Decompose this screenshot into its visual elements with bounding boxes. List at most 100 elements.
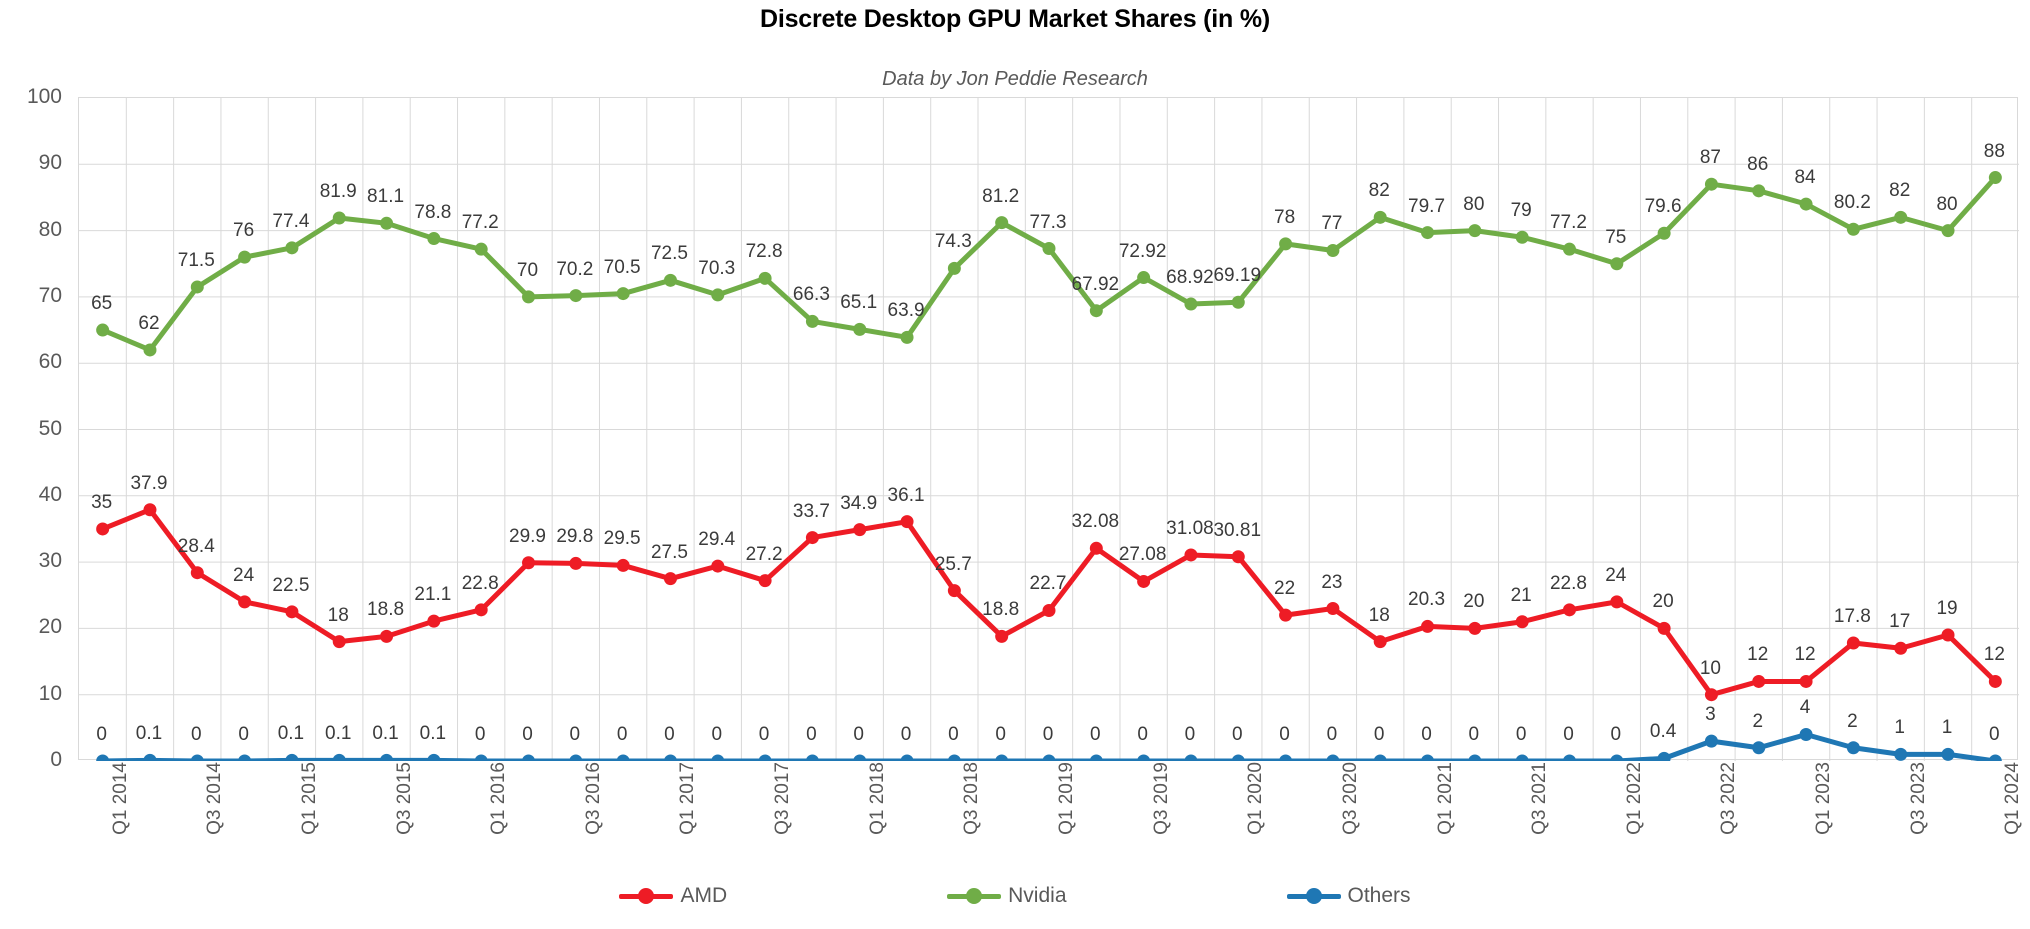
y-axis-tick-label: 30 <box>38 549 62 573</box>
data-point-others <box>1562 754 1576 761</box>
legend-item-others[interactable]: Others <box>1286 884 1411 908</box>
data-point-nvidia <box>853 322 867 336</box>
legend-label: Nvidia <box>1008 884 1067 907</box>
data-point-others <box>96 754 110 761</box>
grid-lines <box>79 98 2019 761</box>
data-point-nvidia <box>1089 304 1103 318</box>
data-point-nvidia <box>1894 210 1908 224</box>
x-axis-tick-label: Q1 2020 <box>1245 762 1267 835</box>
data-point-amd <box>380 629 394 643</box>
data-point-nvidia <box>190 280 204 294</box>
y-axis-tick-label: 100 <box>26 85 62 108</box>
data-point-amd <box>947 584 961 598</box>
data-point-nvidia <box>96 323 110 337</box>
y-axis-tick-label: 60 <box>38 350 62 374</box>
x-axis-tick-label: Q3 2021 <box>1529 762 1551 835</box>
legend-item-amd[interactable]: AMD <box>619 884 727 908</box>
data-point-others <box>1468 754 1482 761</box>
data-point-others <box>1137 754 1151 761</box>
data-point-amd <box>1421 619 1435 633</box>
data-point-others <box>1846 741 1860 755</box>
legend-item-nvidia[interactable]: Nvidia <box>947 884 1067 908</box>
data-point-amd <box>1468 621 1482 635</box>
data-point-nvidia <box>332 211 346 225</box>
data-point-nvidia <box>616 287 630 301</box>
data-point-amd <box>285 605 299 619</box>
data-point-others <box>332 753 346 761</box>
data-point-amd <box>1326 602 1340 616</box>
data-point-nvidia <box>1231 295 1245 309</box>
x-axis-tick-label: Q1 2024 <box>2002 762 2024 835</box>
data-point-nvidia <box>995 216 1009 230</box>
data-point-amd <box>1562 603 1576 617</box>
data-point-others <box>1799 727 1813 741</box>
x-axis-tick-label: Q1 2014 <box>109 762 131 835</box>
data-point-others <box>1326 754 1340 761</box>
data-point-nvidia <box>711 288 725 302</box>
data-point-nvidia <box>380 216 394 230</box>
y-axis-tick-label: 90 <box>38 151 62 175</box>
data-point-others <box>616 754 630 761</box>
data-point-others <box>427 753 441 761</box>
data-point-others <box>853 754 867 761</box>
data-point-others <box>1042 754 1056 761</box>
x-axis-tick-label: Q1 2019 <box>1056 762 1077 835</box>
x-axis-tick-label: Q1 2015 <box>298 762 320 835</box>
data-point-amd <box>1610 595 1624 609</box>
x-axis-tick-label: Q1 2022 <box>1623 762 1645 835</box>
data-point-amd <box>1373 635 1387 649</box>
data-point-others <box>569 754 583 761</box>
data-point-amd <box>1894 641 1908 655</box>
chart-legend: AMD Nvidia Others <box>0 884 2030 908</box>
data-point-nvidia <box>1326 243 1340 257</box>
data-point-others <box>947 754 961 761</box>
data-point-amd <box>238 595 252 609</box>
data-point-nvidia <box>522 290 536 304</box>
data-point-nvidia <box>285 241 299 255</box>
legend-marker-icon <box>947 888 1002 904</box>
data-point-amd <box>1799 674 1813 688</box>
data-point-nvidia <box>1421 226 1435 240</box>
data-point-nvidia <box>1988 171 2002 185</box>
data-point-amd <box>805 531 819 545</box>
data-point-amd <box>96 522 110 536</box>
data-point-amd <box>1184 548 1198 562</box>
data-point-amd <box>853 523 867 537</box>
data-point-nvidia <box>427 232 441 246</box>
data-point-others <box>380 753 394 761</box>
x-axis-tick-label: Q3 2022 <box>1718 762 1740 835</box>
data-point-amd <box>1657 621 1671 635</box>
data-point-nvidia <box>1799 197 1813 211</box>
data-point-nvidia <box>474 242 488 256</box>
chart-subtitle: Data by Jon Peddie Research <box>882 68 1148 90</box>
data-point-nvidia <box>1941 224 1955 238</box>
data-point-nvidia <box>1846 222 1860 236</box>
series-line-amd <box>100 507 1998 698</box>
data-point-others <box>1610 754 1624 761</box>
data-point-others <box>711 754 725 761</box>
x-axis-tick-label: Q1 2018 <box>866 762 888 835</box>
x-axis-tick-label: Q1 2016 <box>488 762 510 835</box>
data-point-others <box>1657 751 1671 761</box>
plot-wrapper: 35 37.9 28.4 24 22.5 18 18.8 21.1 22.8 29.9 29.8 29… <box>78 97 2019 761</box>
data-point-others <box>1373 754 1387 761</box>
data-point-amd <box>1846 636 1860 650</box>
data-point-amd <box>474 603 488 617</box>
x-axis-tick-label: Q3 2016 <box>582 762 604 835</box>
data-point-amd <box>1137 574 1151 588</box>
x-axis-tick-label: Q3 2014 <box>204 762 226 835</box>
data-point-nvidia <box>1373 210 1387 224</box>
data-point-nvidia <box>143 343 157 357</box>
data-point-others <box>663 754 677 761</box>
data-point-nvidia <box>238 250 252 264</box>
legend-marker-icon <box>619 888 674 904</box>
series-lines <box>96 171 2002 761</box>
y-axis-tick-label: 10 <box>38 681 62 705</box>
x-axis-tick-label: Q3 2018 <box>961 762 983 835</box>
series-line-nvidia <box>100 175 1998 353</box>
data-point-others <box>1421 754 1435 761</box>
data-point-amd <box>1941 628 1955 642</box>
x-axis-tick-label: Q1 2023 <box>1813 762 1835 835</box>
data-point-nvidia <box>1468 224 1482 238</box>
